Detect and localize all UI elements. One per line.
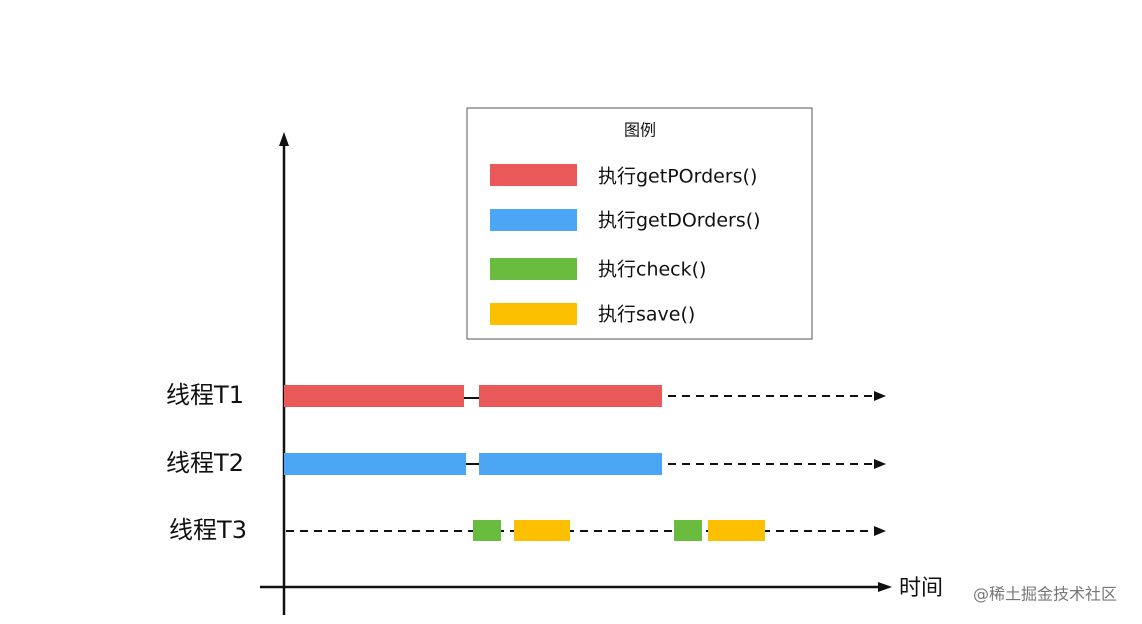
task-bar (479, 385, 662, 407)
arrowhead (874, 459, 886, 469)
legend-label: 执行getPOrders() (598, 166, 757, 188)
legend-label: 执行check() (598, 259, 706, 281)
watermark: @稀土掘金技术社区 (973, 585, 1117, 604)
legend-label: 执行getDOrders() (598, 210, 761, 232)
arrowhead (874, 526, 886, 536)
legend-label: 执行save() (598, 304, 695, 326)
legend-title: 图例 (624, 121, 656, 140)
row-label: 线程T2 (166, 449, 244, 477)
task-bar (473, 520, 501, 541)
legend-swatch (490, 209, 577, 231)
task-bar (708, 520, 765, 541)
legend-swatch (490, 258, 577, 280)
arrowhead (874, 391, 886, 401)
task-bar (674, 520, 702, 541)
legend-swatch (490, 303, 577, 325)
task-bar (479, 453, 662, 475)
legend-swatch (490, 164, 577, 186)
x-axis-label: 时间 (899, 576, 943, 601)
task-bar (284, 453, 466, 475)
arrowhead (878, 582, 892, 592)
row-label: 线程T3 (169, 516, 247, 544)
task-bar (514, 520, 570, 541)
arrowhead (279, 132, 289, 146)
task-bar (284, 385, 464, 407)
row-label: 线程T1 (166, 381, 244, 409)
